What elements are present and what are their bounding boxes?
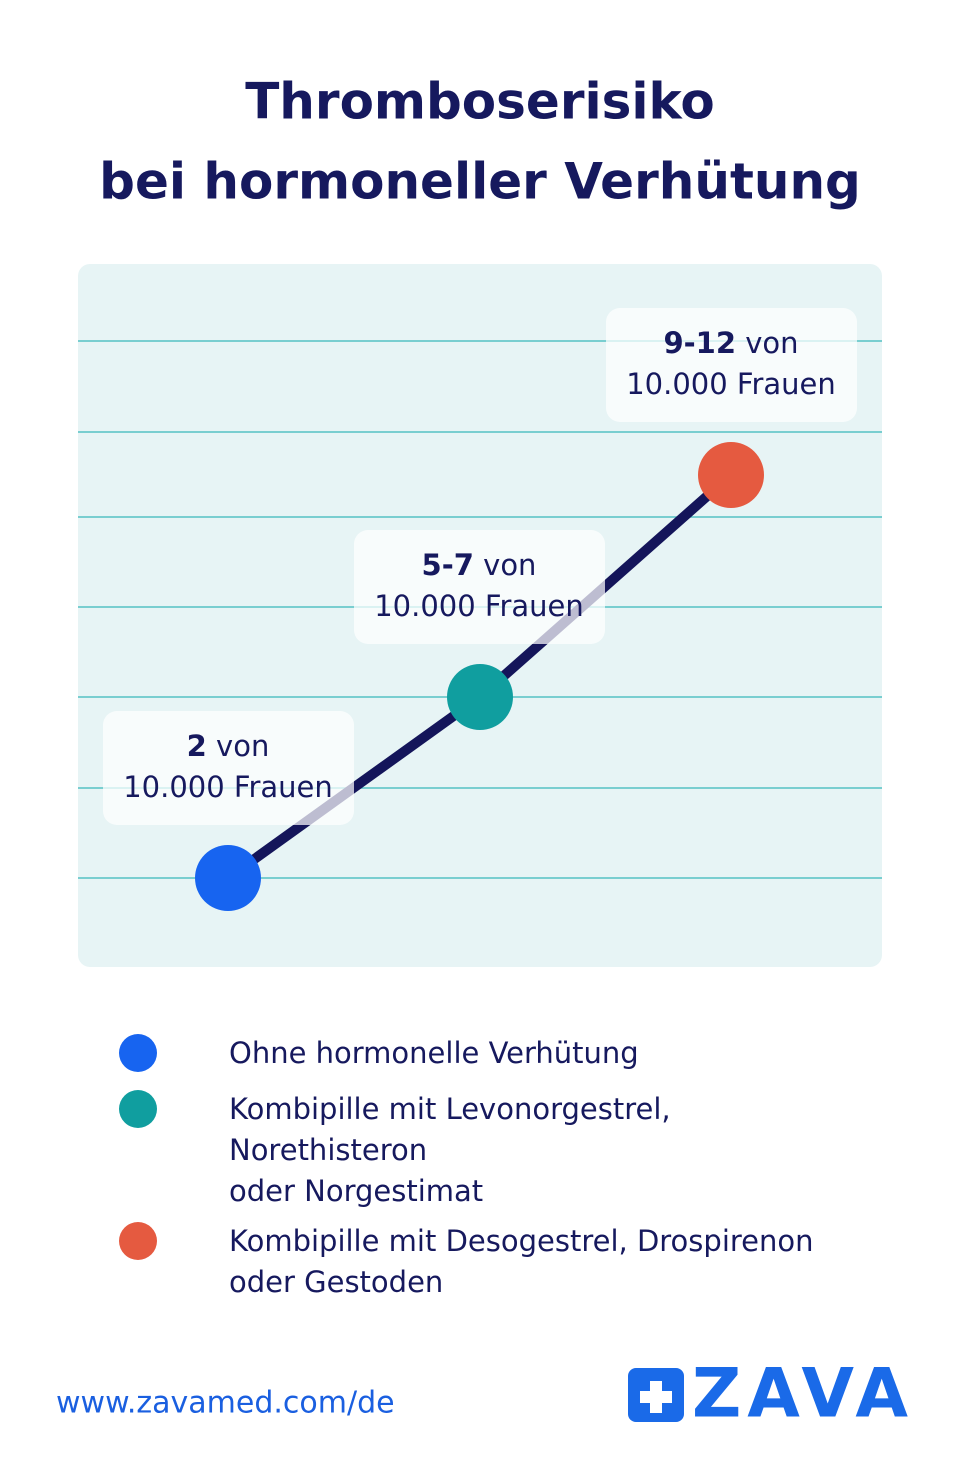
label-space bbox=[207, 729, 216, 763]
legend-dot bbox=[119, 1034, 157, 1072]
label-bold: 5-7 bbox=[422, 548, 474, 582]
title-line: Thromboserisiko bbox=[245, 73, 715, 131]
legend-text: Ohne hormonelle Verhütung bbox=[229, 1036, 639, 1070]
label-bold: 2 bbox=[187, 729, 207, 763]
point bbox=[698, 442, 764, 508]
legend-text: Kombipille mit Levonorgestrel, bbox=[229, 1092, 671, 1126]
label-text: von bbox=[216, 729, 269, 763]
label-head: 9-12 von bbox=[663, 326, 798, 360]
label-box bbox=[606, 308, 857, 422]
legend-text: oder Norgestimat bbox=[229, 1174, 483, 1208]
logo-plus bbox=[640, 1381, 672, 1413]
label-text: von bbox=[483, 548, 536, 582]
legend-dot bbox=[119, 1222, 157, 1260]
label-box bbox=[103, 711, 354, 825]
legend-text: Kombipille mit Desogestrel, Drospirenon bbox=[229, 1224, 814, 1258]
label-space bbox=[474, 548, 483, 582]
label-box bbox=[354, 530, 605, 644]
footer-url: www.zavamed.com/de bbox=[56, 1386, 395, 1421]
label-head: 5-7 von bbox=[422, 548, 537, 582]
label-sub: 10.000 Frauen bbox=[626, 367, 836, 401]
legend-dot bbox=[119, 1090, 157, 1128]
legend-text: oder Gestoden bbox=[229, 1265, 443, 1299]
label-sub: 10.000 Frauen bbox=[374, 589, 584, 623]
label-text: von bbox=[745, 326, 798, 360]
logo-text: ZAVA bbox=[692, 1355, 914, 1434]
point bbox=[447, 664, 513, 730]
label-head: 2 von bbox=[187, 729, 270, 763]
label-sub: 10.000 Frauen bbox=[123, 770, 333, 804]
legend-text: Norethisteron bbox=[229, 1133, 427, 1167]
label-bold: 9-12 bbox=[663, 326, 736, 360]
label-space bbox=[736, 326, 745, 360]
point bbox=[195, 845, 261, 911]
title-line: bei hormoneller Verhütung bbox=[99, 153, 861, 211]
